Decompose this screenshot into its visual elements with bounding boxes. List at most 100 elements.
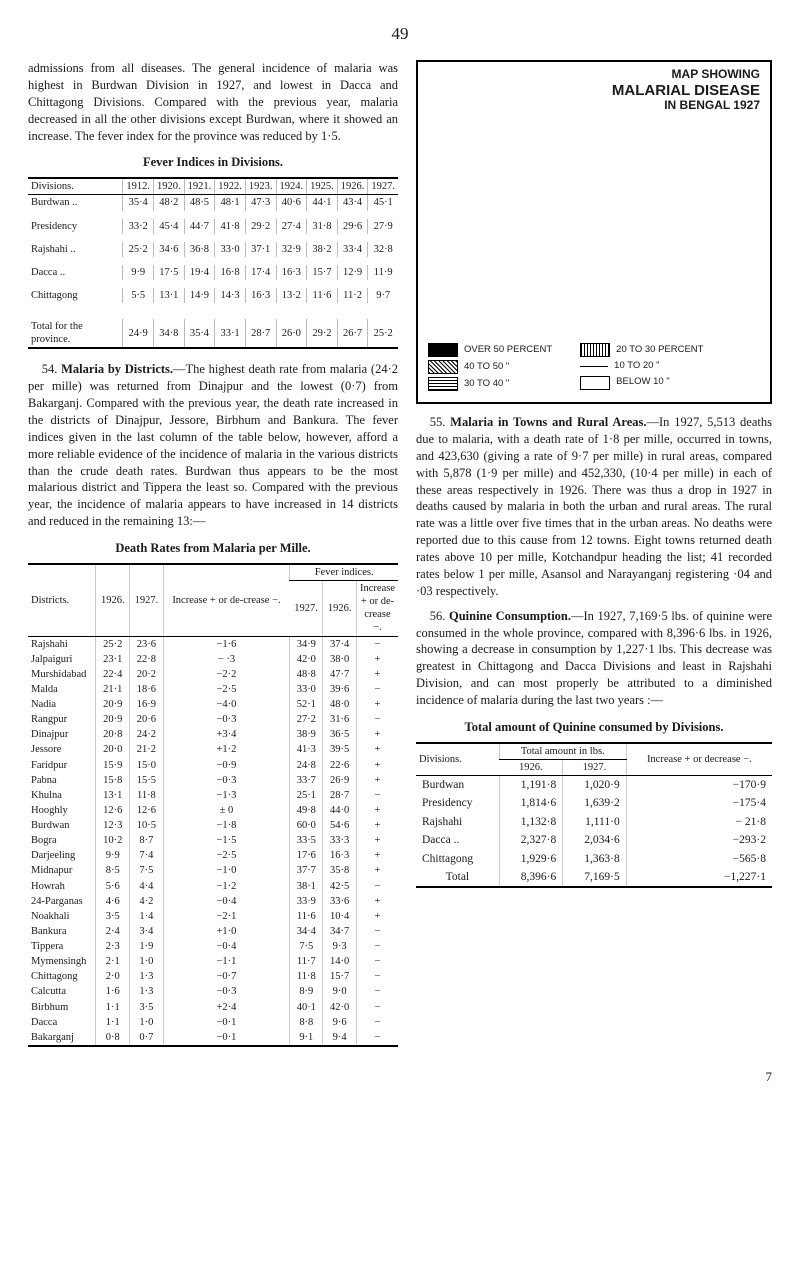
death-cell: 10·5 (130, 818, 164, 833)
fever-total-cell: 34·8 (154, 319, 185, 348)
death-cell: 3·4 (130, 924, 164, 939)
fever-cell: 14·9 (184, 288, 215, 303)
death-cell: 1·3 (130, 984, 164, 999)
death-cell: 21·1 (96, 682, 130, 697)
death-head-1927: 1927. (130, 564, 164, 636)
death-cell: + (357, 848, 398, 863)
para-56: 56. Quinine Consumption.—In 1927, 7,169·… (416, 608, 772, 709)
fever-cell: 33·4 (337, 242, 368, 257)
death-cell: 9·9 (96, 848, 130, 863)
para-55-lead: 55. (430, 415, 446, 429)
death-row-label: Faridpur (28, 758, 96, 773)
death-cell: 0·8 (96, 1030, 130, 1046)
death-cell: 22·6 (323, 758, 357, 773)
para-56-body: —In 1927, 7,169·5 lbs. of quinine were c… (416, 609, 772, 707)
fever-cell: 17·4 (245, 265, 276, 280)
page-root: 49 admissions from all diseases. The gen… (0, 0, 800, 1109)
death-rates-table: Districts. 1926. 1927. Increase + or de-… (28, 563, 398, 1047)
para-54: 54. Malaria by Districts.—The highest de… (28, 361, 398, 530)
fever-cell: 16·3 (245, 288, 276, 303)
death-cell: 10·2 (96, 833, 130, 848)
death-cell: 9·0 (323, 984, 357, 999)
fever-cell: 33·0 (215, 242, 246, 257)
qtot-total-label: Total (416, 868, 499, 887)
death-cell: 41·3 (290, 742, 323, 757)
death-cell: 33·3 (323, 833, 357, 848)
qtot-head-1927: 1927. (563, 759, 626, 775)
qtot-row-label: Burdwan (416, 776, 499, 795)
death-cell: + (357, 652, 398, 667)
death-cell: −0·9 (163, 758, 290, 773)
fever-cell: 27·9 (368, 219, 398, 234)
qtot-head-amt: Total amount in lbs. (499, 743, 626, 760)
legend-swatch-icon (580, 376, 610, 390)
fever-row-label: Chittagong (28, 288, 123, 303)
fever-cell: 9·9 (123, 265, 154, 280)
para-56-heading: Quinine Consumption. (449, 609, 571, 623)
death-cell: 39·6 (323, 682, 357, 697)
fever-cell: 19·4 (184, 265, 215, 280)
death-cell: 34·9 (290, 636, 323, 652)
death-cell: − (357, 879, 398, 894)
death-cell: 20·0 (96, 742, 130, 757)
death-row-label: Murshidabad (28, 667, 96, 682)
para-55: 55. Malaria in Towns and Rural Areas.—In… (416, 414, 772, 600)
death-cell: 18·6 (130, 682, 164, 697)
legend-label: 10 TO 20 " (614, 360, 659, 373)
death-table-title: Death Rates from Malaria per Mille. (28, 540, 398, 557)
qtot-head-1926: 1926. (499, 759, 562, 775)
death-cell: − (357, 1000, 398, 1015)
death-cell: 33·7 (290, 773, 323, 788)
fever-cell: 44·7 (184, 219, 215, 234)
death-row-label: Hooghly (28, 803, 96, 818)
fever-cell: 16·3 (276, 265, 307, 280)
death-cell: 24·2 (130, 727, 164, 742)
fever-cell: 40·6 (276, 195, 307, 211)
death-cell: 33·5 (290, 833, 323, 848)
death-cell: 9·1 (290, 1030, 323, 1046)
fever-row-label: Presidency (28, 219, 123, 234)
fever-cell: 11·2 (337, 288, 368, 303)
death-cell: 26·9 (323, 773, 357, 788)
death-cell: 8·5 (96, 863, 130, 878)
fever-cell: 14·3 (215, 288, 246, 303)
death-cell: 0·7 (130, 1030, 164, 1046)
death-cell: 34·4 (290, 924, 323, 939)
para-54-lead: 54. (42, 362, 58, 376)
qtot-total-cell: −1,227·1 (626, 868, 772, 887)
legend-swatch-icon (428, 377, 458, 391)
death-cell: 12·3 (96, 818, 130, 833)
qtot-cell: 1,111·0 (563, 813, 626, 831)
death-cell: 1·1 (96, 1015, 130, 1030)
qtot-cell: −170·9 (626, 776, 772, 795)
death-cell: −0·1 (163, 1030, 290, 1046)
death-cell: 1·0 (130, 1015, 164, 1030)
death-cell: 8·8 (290, 1015, 323, 1030)
death-row-label: Rangpur (28, 712, 96, 727)
qtot-cell: 1,020·9 (563, 776, 626, 795)
fever-table-title: Fever Indices in Divisions. (28, 154, 398, 171)
fever-year: 1921. (184, 178, 215, 195)
death-cell: 8·9 (290, 984, 323, 999)
death-cell: 37·7 (290, 863, 323, 878)
death-cell: − (357, 1015, 398, 1030)
death-cell: ± 0 (163, 803, 290, 818)
fever-cell: 48·2 (154, 195, 185, 211)
death-row-label: Jalpaiguri (28, 652, 96, 667)
fever-total-label: Total for the province. (28, 319, 123, 348)
death-cell: 2·4 (96, 924, 130, 939)
death-cell: 8·7 (130, 833, 164, 848)
death-cell: 24·8 (290, 758, 323, 773)
qtot-cell: −565·8 (626, 850, 772, 868)
death-cell: − (357, 788, 398, 803)
death-row-label: Rajshahi (28, 636, 96, 652)
qtot-cell: 1,929·6 (499, 850, 562, 868)
death-cell: 34·7 (323, 924, 357, 939)
death-cell: 20·6 (130, 712, 164, 727)
para-55-body: —In 1927, 5,513 deaths due to malaria, w… (416, 415, 772, 598)
death-cell: 31·6 (323, 712, 357, 727)
legend-label: BELOW 10 " (616, 376, 670, 389)
death-cell: 23·6 (130, 636, 164, 652)
legend-item: 20 TO 30 PERCENT (580, 343, 703, 357)
fever-year: 1927. (368, 178, 398, 195)
